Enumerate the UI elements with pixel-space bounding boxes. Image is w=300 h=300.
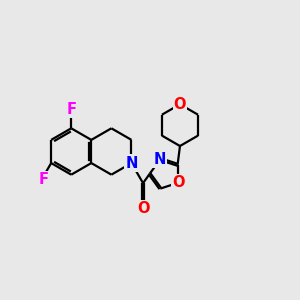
Text: F: F	[66, 102, 76, 117]
Text: O: O	[172, 176, 184, 190]
Text: O: O	[137, 201, 149, 216]
Text: N: N	[154, 152, 166, 167]
Text: F: F	[39, 172, 49, 187]
Text: N: N	[125, 156, 138, 171]
Text: O: O	[174, 97, 186, 112]
